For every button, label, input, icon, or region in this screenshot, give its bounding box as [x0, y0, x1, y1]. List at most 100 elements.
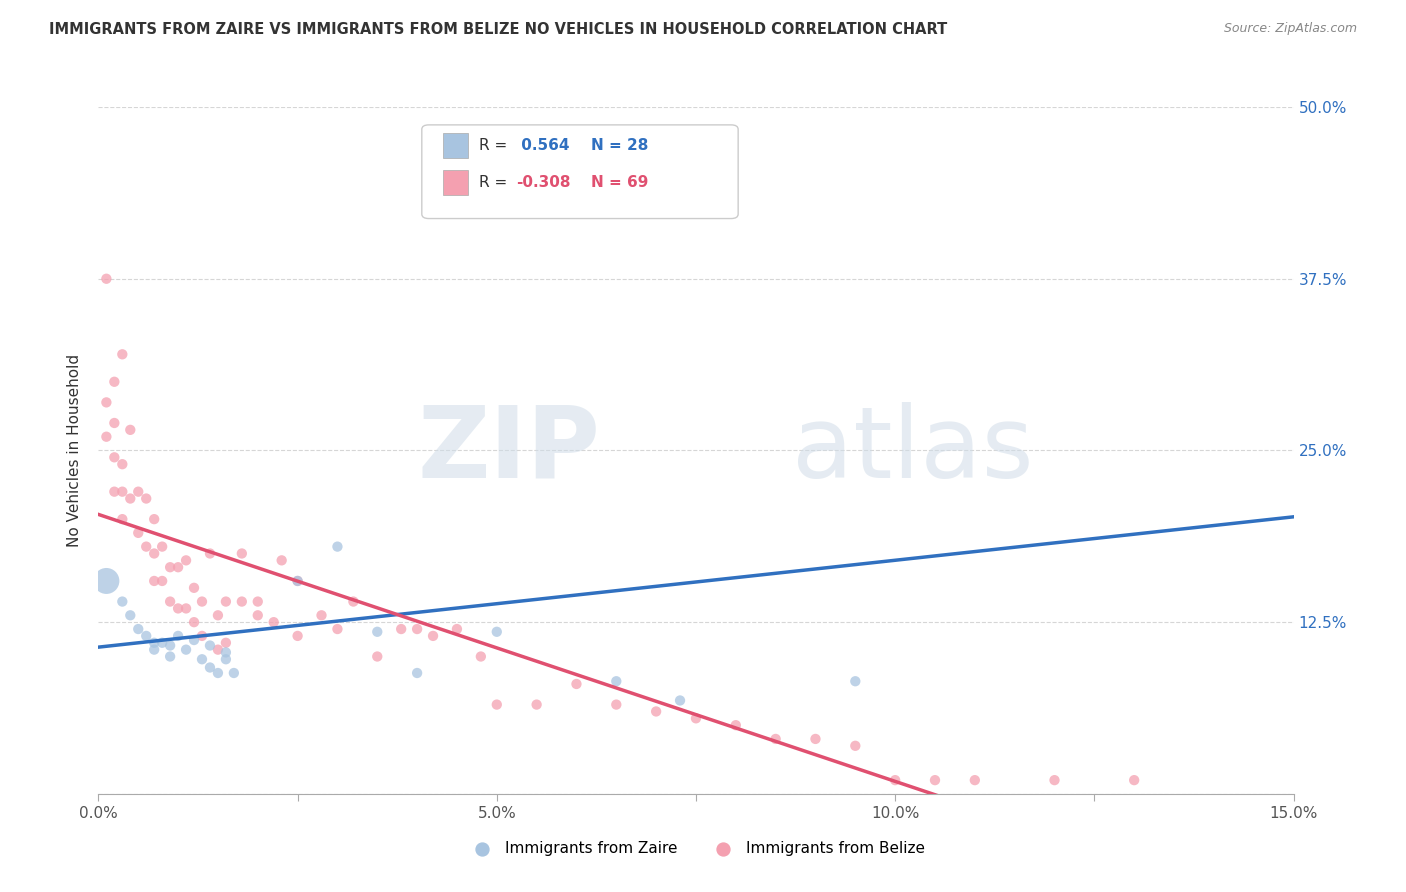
Point — [1123, 773, 1146, 788]
Text: atlas: atlas — [792, 402, 1033, 499]
Point — [222, 665, 245, 680]
Point — [645, 705, 668, 719]
Text: R =: R = — [479, 138, 513, 153]
Point — [143, 546, 166, 561]
Point — [174, 553, 197, 567]
Point — [111, 347, 134, 361]
Point — [215, 645, 238, 659]
Point — [143, 574, 166, 588]
Point — [263, 615, 285, 630]
Point — [127, 622, 149, 636]
Point — [470, 649, 492, 664]
Point — [143, 512, 166, 526]
Point — [103, 375, 125, 389]
Point — [120, 423, 142, 437]
Point — [127, 525, 149, 540]
Point — [143, 636, 166, 650]
Point — [389, 622, 412, 636]
Point — [485, 698, 508, 712]
Point — [215, 636, 238, 650]
Point — [159, 649, 181, 664]
Point — [120, 491, 142, 506]
Point — [685, 182, 707, 196]
Point — [96, 574, 118, 588]
Point — [111, 512, 134, 526]
Point — [198, 546, 221, 561]
Point — [183, 615, 205, 630]
Point — [150, 574, 173, 588]
Point — [96, 430, 118, 444]
Text: IMMIGRANTS FROM ZAIRE VS IMMIGRANTS FROM BELIZE NO VEHICLES IN HOUSEHOLD CORRELA: IMMIGRANTS FROM ZAIRE VS IMMIGRANTS FROM… — [49, 22, 948, 37]
Point — [191, 594, 214, 608]
Point — [111, 594, 134, 608]
Text: N = 69: N = 69 — [591, 176, 648, 190]
Point — [103, 484, 125, 499]
Point — [724, 718, 747, 732]
Point — [287, 629, 309, 643]
Text: R =: R = — [479, 176, 513, 190]
Point — [326, 622, 349, 636]
Point — [287, 574, 309, 588]
Point — [120, 608, 142, 623]
Point — [183, 633, 205, 648]
Text: N = 28: N = 28 — [591, 138, 648, 153]
Point — [183, 581, 205, 595]
Point — [605, 698, 627, 712]
Point — [765, 731, 787, 746]
Point — [159, 594, 181, 608]
Point — [270, 553, 292, 567]
Point — [231, 546, 253, 561]
Point — [111, 484, 134, 499]
Point — [207, 608, 229, 623]
Point — [207, 642, 229, 657]
Point — [406, 665, 429, 680]
Point — [924, 773, 946, 788]
Point — [143, 642, 166, 657]
Point — [605, 674, 627, 689]
Point — [406, 622, 429, 636]
Point — [565, 677, 588, 691]
Point — [96, 271, 118, 285]
Point — [174, 642, 197, 657]
Point — [311, 608, 333, 623]
Point — [150, 540, 173, 554]
Point — [103, 450, 125, 465]
Point — [287, 574, 309, 588]
Point — [246, 594, 269, 608]
Point — [127, 484, 149, 499]
Point — [446, 622, 468, 636]
Point — [366, 649, 388, 664]
Point — [342, 594, 364, 608]
Point — [174, 601, 197, 615]
Point — [96, 395, 118, 409]
Point — [135, 629, 157, 643]
Point — [844, 739, 866, 753]
Point — [326, 540, 349, 554]
Point — [159, 560, 181, 574]
Y-axis label: No Vehicles in Household: No Vehicles in Household — [67, 354, 83, 547]
Point — [159, 639, 181, 653]
Point — [246, 608, 269, 623]
Point — [844, 674, 866, 689]
Point — [231, 594, 253, 608]
Text: -0.308: -0.308 — [516, 176, 571, 190]
Text: Source: ZipAtlas.com: Source: ZipAtlas.com — [1223, 22, 1357, 36]
Point — [963, 773, 986, 788]
Point — [103, 416, 125, 430]
Point — [111, 457, 134, 471]
Legend: Immigrants from Zaire, Immigrants from Belize: Immigrants from Zaire, Immigrants from B… — [461, 835, 931, 862]
Point — [167, 601, 190, 615]
Point — [191, 652, 214, 666]
Point — [422, 629, 444, 643]
Text: 0.564: 0.564 — [516, 138, 569, 153]
Point — [526, 698, 548, 712]
Point — [198, 660, 221, 674]
Point — [1043, 773, 1066, 788]
Point — [215, 594, 238, 608]
Point — [167, 560, 190, 574]
Point — [804, 731, 827, 746]
Point — [191, 629, 214, 643]
Point — [884, 773, 907, 788]
Point — [207, 665, 229, 680]
Point — [669, 693, 692, 707]
